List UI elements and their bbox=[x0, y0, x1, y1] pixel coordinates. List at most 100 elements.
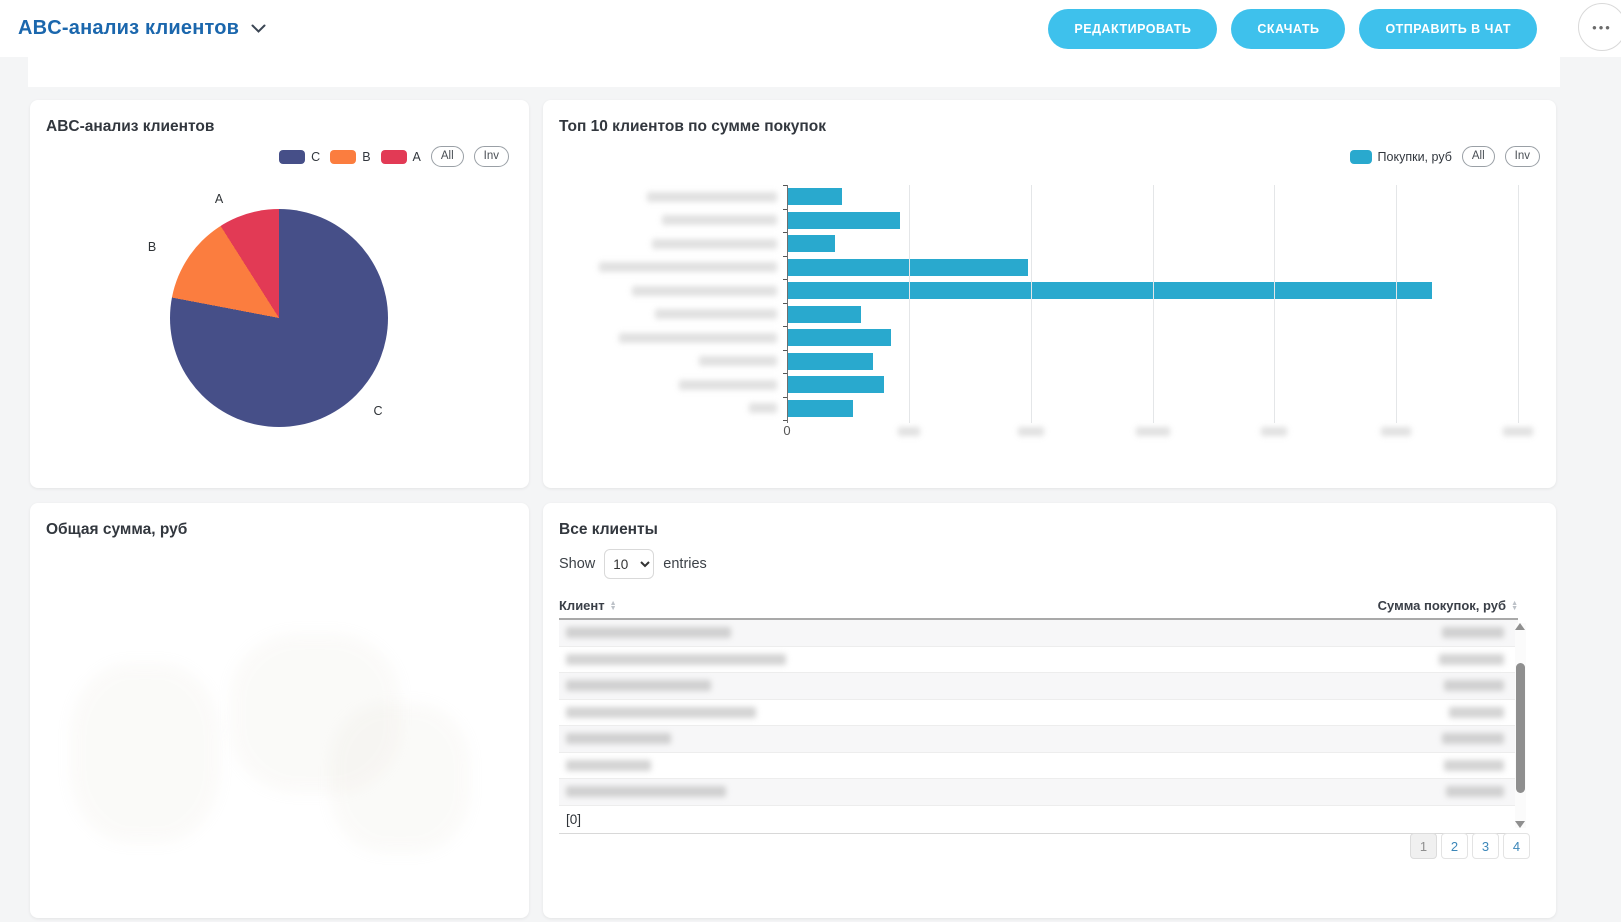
inv-filter-button[interactable]: Inv bbox=[1504, 146, 1540, 167]
pie-legend: C B A All Inv bbox=[279, 146, 509, 167]
pie-card-title: ABC-анализ клиентов bbox=[46, 118, 215, 135]
x-axis-labels: 0 bbox=[783, 423, 1540, 441]
sort-icon: ▲ ▼ bbox=[609, 599, 617, 612]
bar-segment[interactable] bbox=[787, 258, 1029, 276]
redacted-text bbox=[1261, 427, 1288, 436]
table-card-title: Все клиенты bbox=[559, 521, 658, 538]
bar-row bbox=[559, 185, 1540, 209]
scrollbar-thumb[interactable] bbox=[1516, 663, 1525, 793]
bar-segment[interactable] bbox=[787, 376, 884, 393]
bar-segment[interactable] bbox=[787, 235, 835, 252]
redacted-text bbox=[1135, 427, 1170, 436]
legend-item: A bbox=[380, 149, 421, 164]
redacted-client-name bbox=[566, 706, 756, 718]
column-header-sum[interactable]: Сумма покупок, руб ▲ ▼ bbox=[1377, 598, 1518, 613]
pie-slice-label-c: C bbox=[373, 404, 383, 418]
dashboard-title-dropdown[interactable]: ABC-анализ клиентов bbox=[18, 0, 266, 57]
redacted-client-name bbox=[566, 786, 726, 798]
x-tick-redacted bbox=[1135, 423, 1170, 441]
table-scrollbar[interactable] bbox=[1515, 623, 1526, 828]
abc-pie-chart[interactable] bbox=[170, 209, 388, 427]
table-row bbox=[559, 673, 1518, 700]
bar-row bbox=[559, 373, 1540, 397]
legend-item: B bbox=[330, 149, 371, 164]
redacted-sum-value bbox=[1449, 706, 1504, 718]
bar-category-label-redacted bbox=[559, 238, 777, 249]
table-header-row: Клиент ▲ ▼ Сумма покупок, руб ▲ ▼ bbox=[559, 593, 1518, 620]
inv-filter-button[interactable]: Inv bbox=[473, 146, 509, 167]
bar-track bbox=[787, 185, 1540, 209]
table-row bbox=[559, 647, 1518, 673]
top-bar: ABC-анализ клиентов РЕДАКТИРОВАТЬ СКАЧАТ… bbox=[0, 0, 1621, 57]
bar-track bbox=[787, 209, 1540, 233]
all-filter-button[interactable]: All bbox=[430, 146, 464, 167]
legend-swatch bbox=[330, 149, 357, 164]
legend-label: A bbox=[412, 149, 421, 164]
pagination-page-4[interactable]: 4 bbox=[1503, 833, 1530, 859]
bar-row bbox=[559, 350, 1540, 374]
page-size-select[interactable]: 10 bbox=[604, 549, 655, 579]
ellipsis-icon: ••• bbox=[1592, 19, 1612, 35]
legend-label: C bbox=[311, 149, 321, 164]
download-button[interactable]: СКАЧАТЬ bbox=[1231, 8, 1346, 49]
abc-pie-card: ABC-анализ клиентов C B A All Inv A B C bbox=[30, 100, 529, 488]
legend-label: B bbox=[362, 149, 371, 164]
redacted-sum-value bbox=[1442, 627, 1504, 639]
x-tick-redacted bbox=[1503, 423, 1533, 441]
pagination-page-3[interactable]: 3 bbox=[1472, 833, 1499, 859]
bar-segment[interactable] bbox=[787, 188, 842, 205]
bar-row bbox=[559, 256, 1540, 280]
scroll-up-icon[interactable] bbox=[1515, 623, 1525, 630]
show-label: Show bbox=[559, 556, 596, 572]
axis-tick bbox=[783, 420, 787, 421]
table-row bbox=[559, 726, 1518, 753]
redacted-text bbox=[662, 215, 777, 226]
legend-item: C bbox=[279, 149, 321, 164]
pagination-page-2[interactable]: 2 bbox=[1441, 833, 1468, 859]
legend-item: Покупки, руб bbox=[1349, 149, 1452, 164]
legend-swatch bbox=[279, 149, 306, 164]
more-options-button[interactable]: ••• bbox=[1578, 3, 1621, 51]
redacted-text bbox=[897, 427, 920, 436]
scroll-down-icon[interactable] bbox=[1515, 821, 1525, 828]
toolbar-strip bbox=[28, 57, 1560, 87]
all-clients-card: Все клиенты Show 10 entries Клиент ▲ ▼ Су… bbox=[543, 503, 1556, 918]
bar-row bbox=[559, 397, 1540, 421]
bar-row bbox=[559, 232, 1540, 256]
redacted-client-name bbox=[566, 680, 711, 692]
sum-card-title: Общая сумма, руб bbox=[46, 521, 188, 538]
all-filter-button[interactable]: All bbox=[1461, 146, 1495, 167]
send-to-chat-button[interactable]: ОТПРАВИТЬ В ЧАТ bbox=[1359, 8, 1537, 49]
bar-segment[interactable] bbox=[787, 399, 853, 417]
ghost-content bbox=[230, 633, 400, 793]
x-tick-redacted bbox=[1381, 423, 1412, 441]
bar-segment[interactable] bbox=[787, 305, 862, 323]
bar-category-label-redacted bbox=[559, 262, 777, 273]
bar-segment[interactable] bbox=[787, 352, 873, 370]
bar-segment[interactable] bbox=[787, 329, 891, 346]
table-row bbox=[559, 753, 1518, 779]
bar-track bbox=[787, 326, 1540, 350]
chevron-down-icon bbox=[251, 24, 266, 34]
bar-segment[interactable] bbox=[787, 282, 1433, 299]
page-title: ABC-анализ клиентов bbox=[18, 17, 240, 39]
redacted-client-name bbox=[566, 759, 651, 771]
redacted-text bbox=[655, 309, 777, 320]
edit-button[interactable]: РЕДАКТИРОВАТЬ bbox=[1048, 8, 1218, 49]
bar-category-label-redacted bbox=[559, 215, 777, 226]
column-header-client[interactable]: Клиент ▲ ▼ bbox=[559, 598, 617, 613]
redacted-client-name bbox=[566, 653, 786, 665]
redacted-text bbox=[1381, 427, 1412, 436]
redacted-sum-value bbox=[1446, 786, 1504, 798]
table-row bbox=[559, 700, 1518, 726]
bar-category-label-redacted bbox=[559, 309, 777, 320]
redacted-client-name bbox=[566, 627, 731, 639]
x-tick-redacted bbox=[1017, 423, 1044, 441]
bar-track bbox=[787, 232, 1540, 256]
bar-row bbox=[559, 279, 1540, 303]
page-size-control: Show 10 entries bbox=[559, 549, 707, 579]
bar-segment[interactable] bbox=[787, 211, 900, 229]
pagination-page-1[interactable]: 1 bbox=[1410, 833, 1437, 859]
